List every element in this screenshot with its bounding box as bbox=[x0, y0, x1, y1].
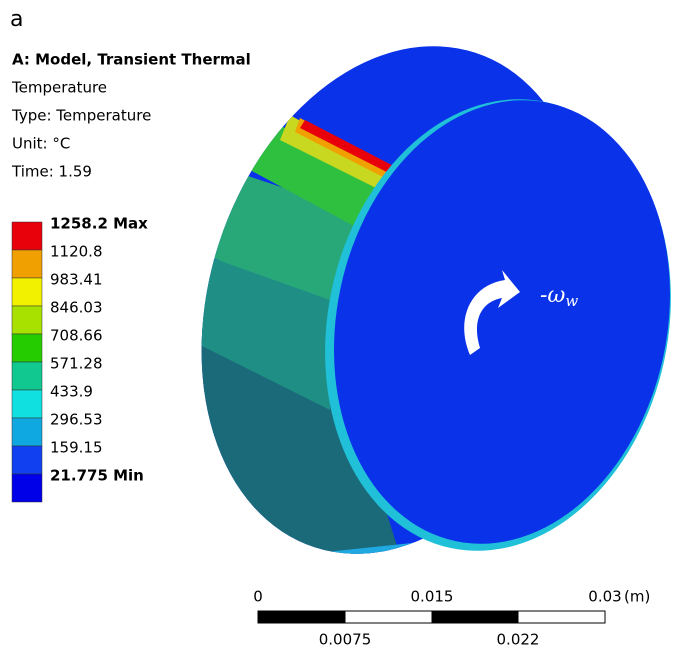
panel-label: a bbox=[10, 7, 23, 32]
scale-label: 0.022 bbox=[497, 631, 540, 649]
legend-label: 1258.2 Max bbox=[50, 215, 148, 233]
legend-swatch bbox=[12, 418, 42, 446]
legend-label: 1120.8 bbox=[50, 243, 103, 261]
screenshot: -ωw a A: Model, Transient Thermal Temper… bbox=[0, 0, 675, 655]
legend-label: 296.53 bbox=[50, 411, 103, 429]
scale-segment bbox=[345, 611, 432, 623]
scale-unit: (m) bbox=[624, 588, 650, 606]
legend-label: 21.775 Min bbox=[50, 467, 144, 485]
scale-label: 0 bbox=[253, 588, 263, 606]
header-lines: Temperature Type: Temperature Unit: °C Time… bbox=[11, 79, 151, 181]
legend: 1258.2 Max 1120.8 983.41 846.03 708.66 571.28… bbox=[12, 215, 148, 503]
legend-swatch bbox=[12, 250, 42, 278]
header-line: Type: Temperature bbox=[11, 107, 151, 125]
legend-swatch bbox=[12, 306, 42, 334]
scale-label: 0.015 bbox=[411, 588, 454, 606]
legend-label: 159.15 bbox=[50, 439, 103, 457]
legend-swatch bbox=[12, 334, 42, 362]
legend-label: 433.9 bbox=[50, 383, 93, 401]
header-line: Temperature bbox=[11, 79, 107, 97]
header-line: Time: 1.59 bbox=[11, 163, 92, 181]
header-title: A: Model, Transient Thermal bbox=[12, 51, 251, 69]
legend-label: 571.28 bbox=[50, 355, 103, 373]
legend-swatch bbox=[12, 222, 42, 250]
legend-swatch bbox=[12, 278, 42, 306]
legend-swatch bbox=[12, 362, 42, 390]
legend-label: 708.66 bbox=[50, 327, 103, 345]
scale-segment bbox=[518, 611, 605, 623]
scale-segment bbox=[258, 611, 345, 623]
scale-label: 0.0075 bbox=[319, 631, 372, 649]
scale-bar: 0 0.015 0.03(m) 0.0075 0.022 bbox=[253, 588, 650, 649]
legend-label: 846.03 bbox=[50, 299, 103, 317]
legend-swatch bbox=[12, 474, 42, 502]
legend-label: 983.41 bbox=[50, 271, 103, 289]
legend-swatch bbox=[12, 446, 42, 474]
scale-label: 0.03 bbox=[588, 588, 621, 606]
legend-swatch bbox=[12, 390, 42, 418]
header-line: Unit: °C bbox=[12, 135, 70, 153]
wheel-model: -ωw bbox=[139, 0, 675, 640]
scale-segment bbox=[432, 611, 518, 623]
